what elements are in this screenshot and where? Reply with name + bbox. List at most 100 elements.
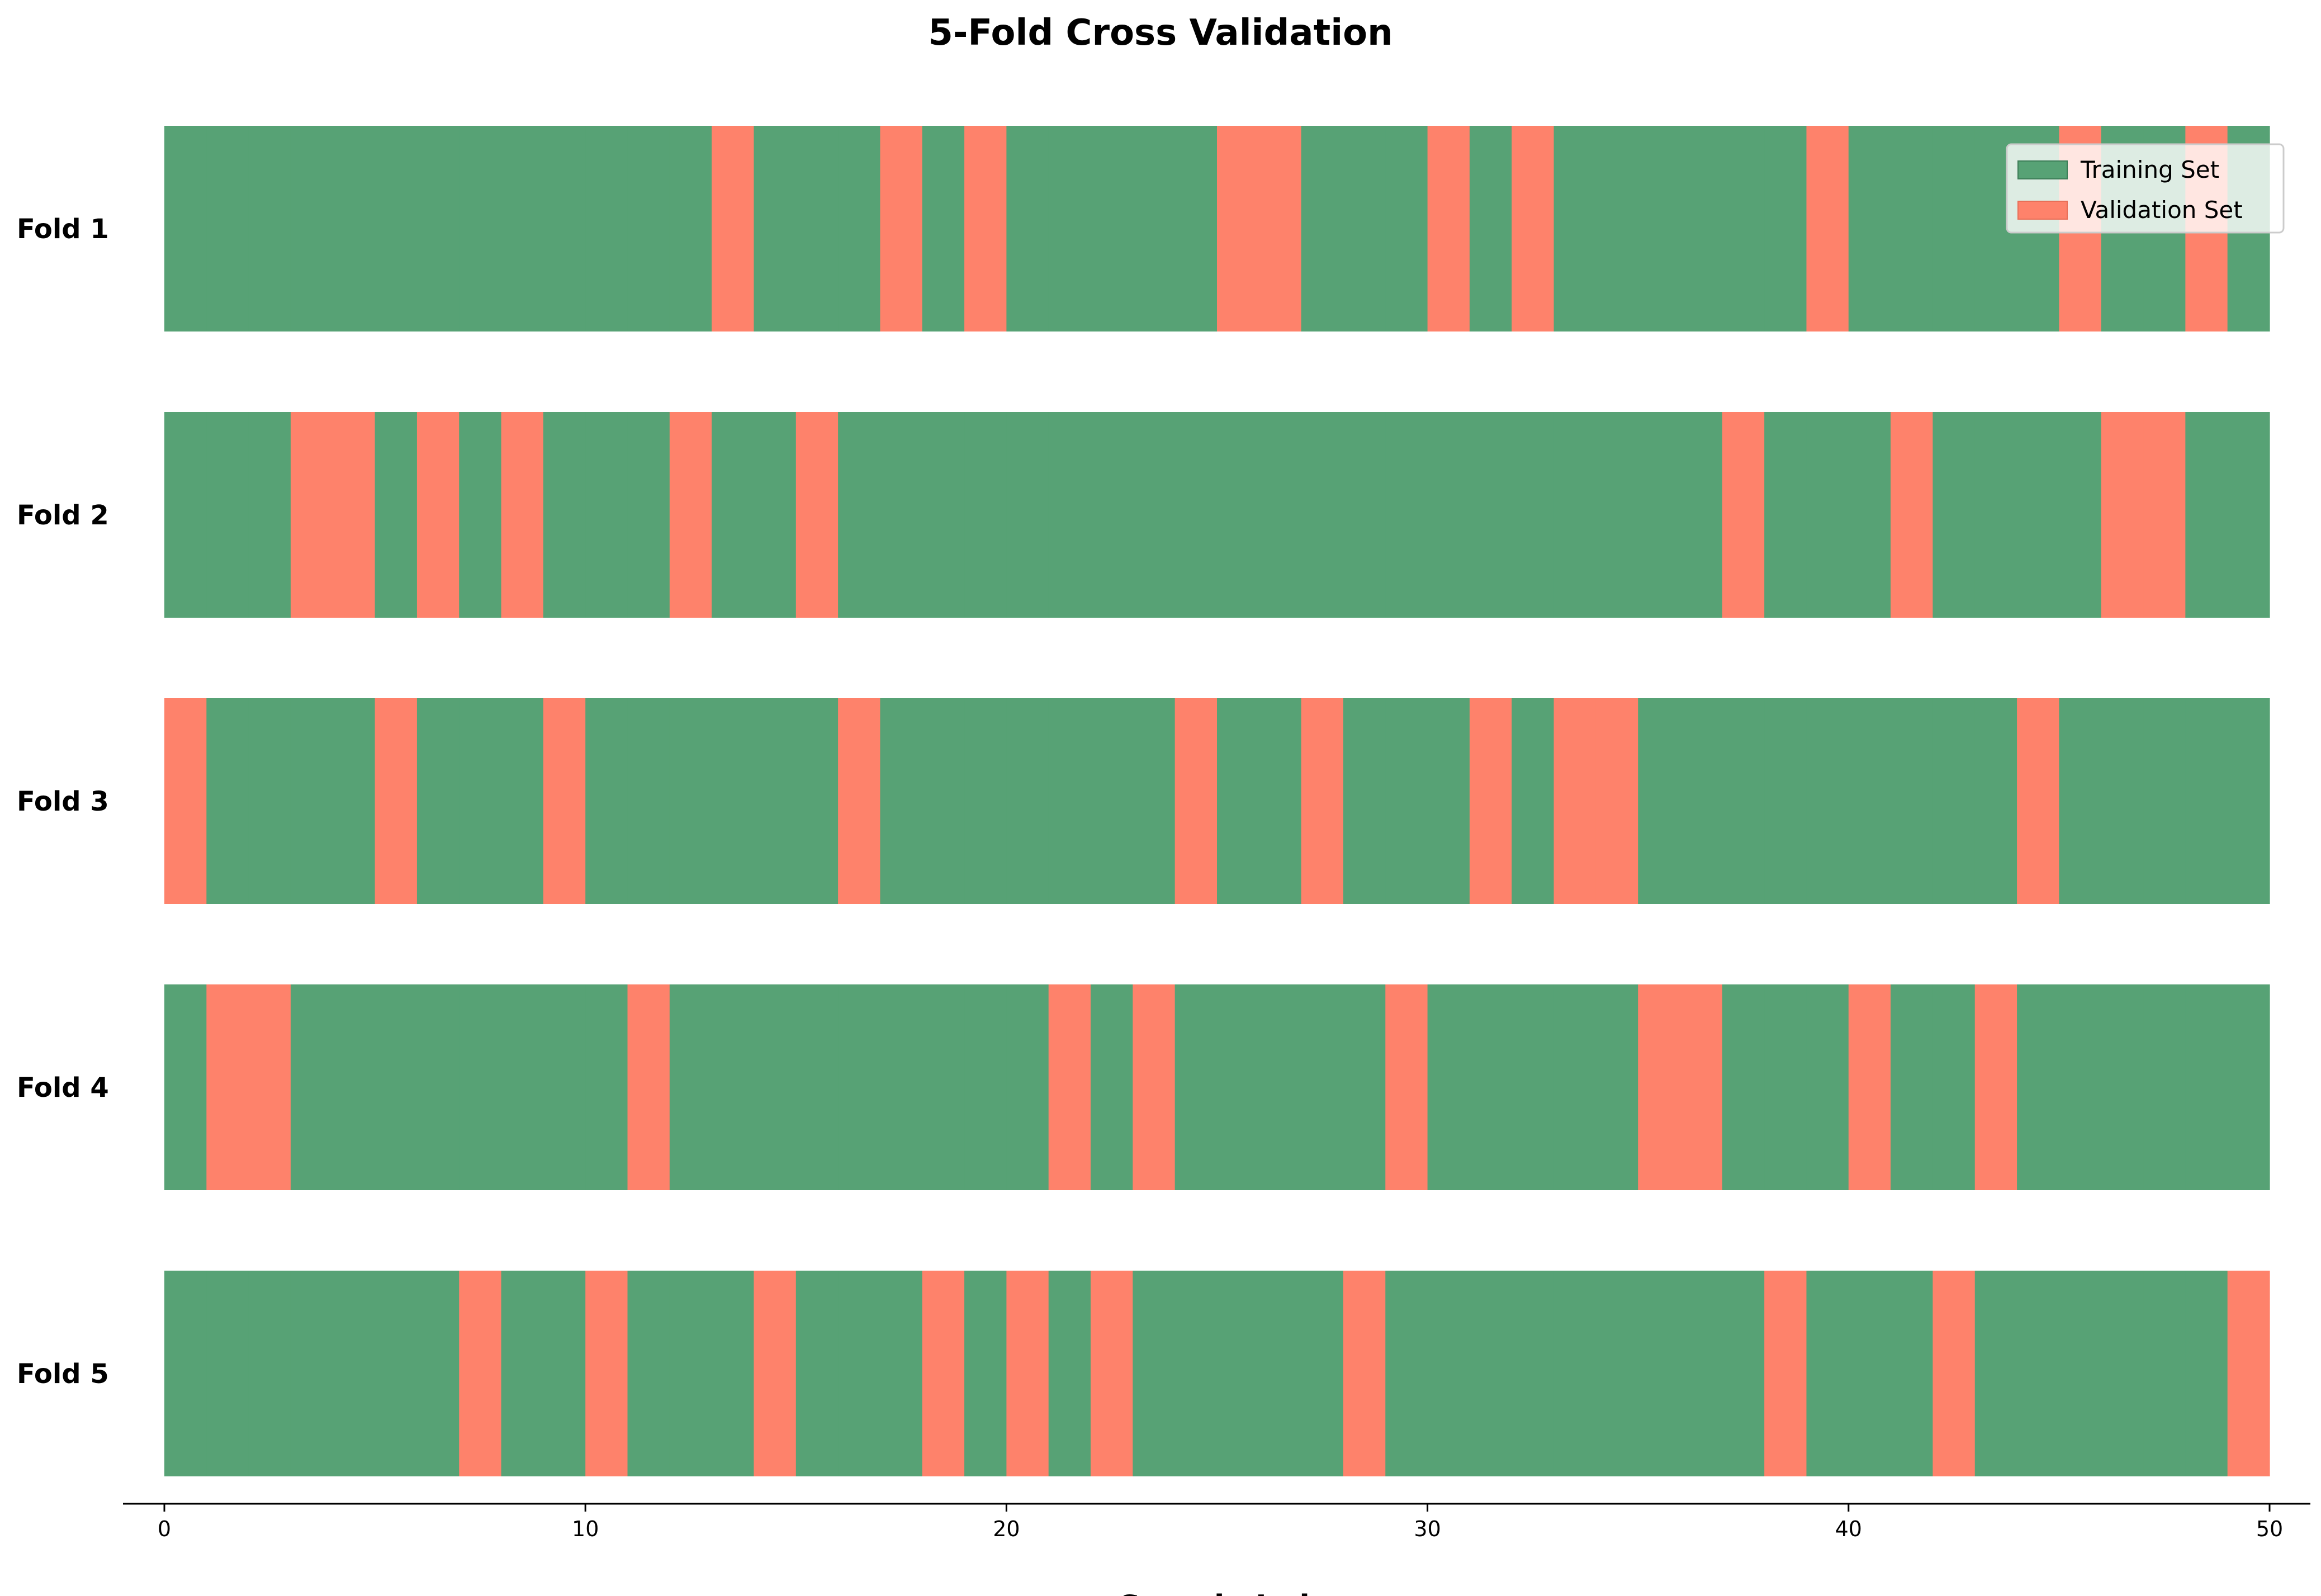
training-segment [459, 698, 502, 904]
training-segment [880, 412, 923, 618]
training-segment [501, 126, 544, 331]
training-segment [669, 698, 712, 904]
training-segment [333, 1271, 376, 1476]
training-segment [2059, 984, 2102, 1190]
training-segment [1553, 1271, 1597, 1476]
training-segment [1301, 126, 1344, 331]
training-segment [2101, 1271, 2144, 1476]
training-segment [375, 1271, 418, 1476]
training-segment [1680, 412, 1723, 618]
training-segment [1722, 1271, 1765, 1476]
training-segment [2017, 412, 2059, 618]
training-segment [754, 698, 797, 904]
training-segment [1848, 698, 1891, 904]
legend-swatch-training [2017, 160, 2068, 179]
validation-segment [627, 984, 670, 1190]
validation-segment [1343, 1271, 1386, 1476]
training-segment [1301, 412, 1344, 618]
training-segment [248, 1271, 291, 1476]
legend-label-training: Training Set [2080, 156, 2219, 183]
training-segment [1638, 412, 1681, 618]
validation-segment [1848, 984, 1891, 1190]
chart-title: 5-Fold Cross Validation [928, 12, 1392, 54]
training-segment [1091, 126, 1133, 331]
training-segment [1174, 126, 1218, 331]
validation-segment [669, 412, 712, 618]
training-segment [838, 984, 881, 1190]
training-segment [1217, 984, 1259, 1190]
training-segment [1932, 412, 1976, 618]
training-segment [206, 698, 249, 904]
training-segment [922, 984, 965, 1190]
training-segment [1048, 412, 1091, 618]
fold-label: Fold 5 [17, 1358, 109, 1390]
validation-segment [1764, 1271, 1807, 1476]
training-segment [1553, 984, 1597, 1190]
training-segment [1595, 1271, 1638, 1476]
training-segment [1806, 1271, 1849, 1476]
training-segment [1595, 412, 1638, 618]
training-segment [1806, 698, 1849, 904]
training-segment [1553, 126, 1597, 331]
training-segment [2185, 698, 2228, 904]
training-segment [1469, 412, 1512, 618]
training-segment [164, 126, 207, 331]
training-segment [922, 126, 965, 331]
fold-row [164, 984, 2270, 1190]
training-segment [2059, 412, 2102, 618]
validation-segment [1259, 126, 1302, 331]
training-segment [2227, 412, 2270, 618]
training-segment [627, 412, 670, 618]
training-segment [1469, 984, 1512, 1190]
validation-segment [1048, 984, 1091, 1190]
training-segment [206, 126, 249, 331]
training-segment [206, 1271, 249, 1476]
legend: Training Set Validation Set [2006, 143, 2285, 234]
fold-labels: Fold 1 Fold 2 Fold 3 Fold 4 Fold 5 [17, 214, 109, 1390]
training-segment [1217, 1271, 1259, 1476]
training-segment [1301, 984, 1344, 1190]
validation-segment [1217, 126, 1259, 331]
training-segment [1259, 412, 1302, 618]
validation-segment [1722, 412, 1765, 618]
training-segment [333, 984, 376, 1190]
training-segment [585, 698, 628, 904]
validation-segment [206, 984, 249, 1190]
training-segment [585, 412, 628, 618]
training-segment [1932, 126, 1976, 331]
validation-segment [290, 412, 333, 618]
training-segment [712, 412, 755, 618]
training-segment [795, 1271, 839, 1476]
training-segment [2017, 984, 2059, 1190]
training-segment [333, 698, 376, 904]
training-segment [880, 1271, 923, 1476]
training-segment [2185, 984, 2228, 1190]
training-segment [290, 1271, 333, 1476]
training-segment [248, 126, 291, 331]
training-segment [1006, 412, 1049, 618]
training-segment [416, 126, 460, 331]
legend-swatch-validation [2017, 201, 2068, 220]
training-segment [1512, 412, 1555, 618]
training-segment [1343, 984, 1386, 1190]
training-segment [1638, 126, 1681, 331]
validation-segment [2017, 698, 2059, 904]
training-segment [1891, 126, 1934, 331]
validation-segment [333, 412, 376, 618]
training-segment [669, 126, 712, 331]
training-segment [1722, 126, 1765, 331]
training-segment [1006, 698, 1049, 904]
x-tick-label: 20 [993, 1517, 1020, 1541]
training-segment [1680, 698, 1723, 904]
training-segment [501, 984, 544, 1190]
validation-segment [1006, 1271, 1049, 1476]
training-segment [1891, 1271, 1934, 1476]
validation-segment [922, 1271, 965, 1476]
validation-segment [754, 1271, 797, 1476]
training-segment [2185, 412, 2228, 618]
training-segment [2143, 698, 2186, 904]
validation-segment [543, 698, 586, 904]
fold-row [164, 412, 2270, 618]
training-segment [1427, 412, 1470, 618]
training-segment [206, 412, 249, 618]
